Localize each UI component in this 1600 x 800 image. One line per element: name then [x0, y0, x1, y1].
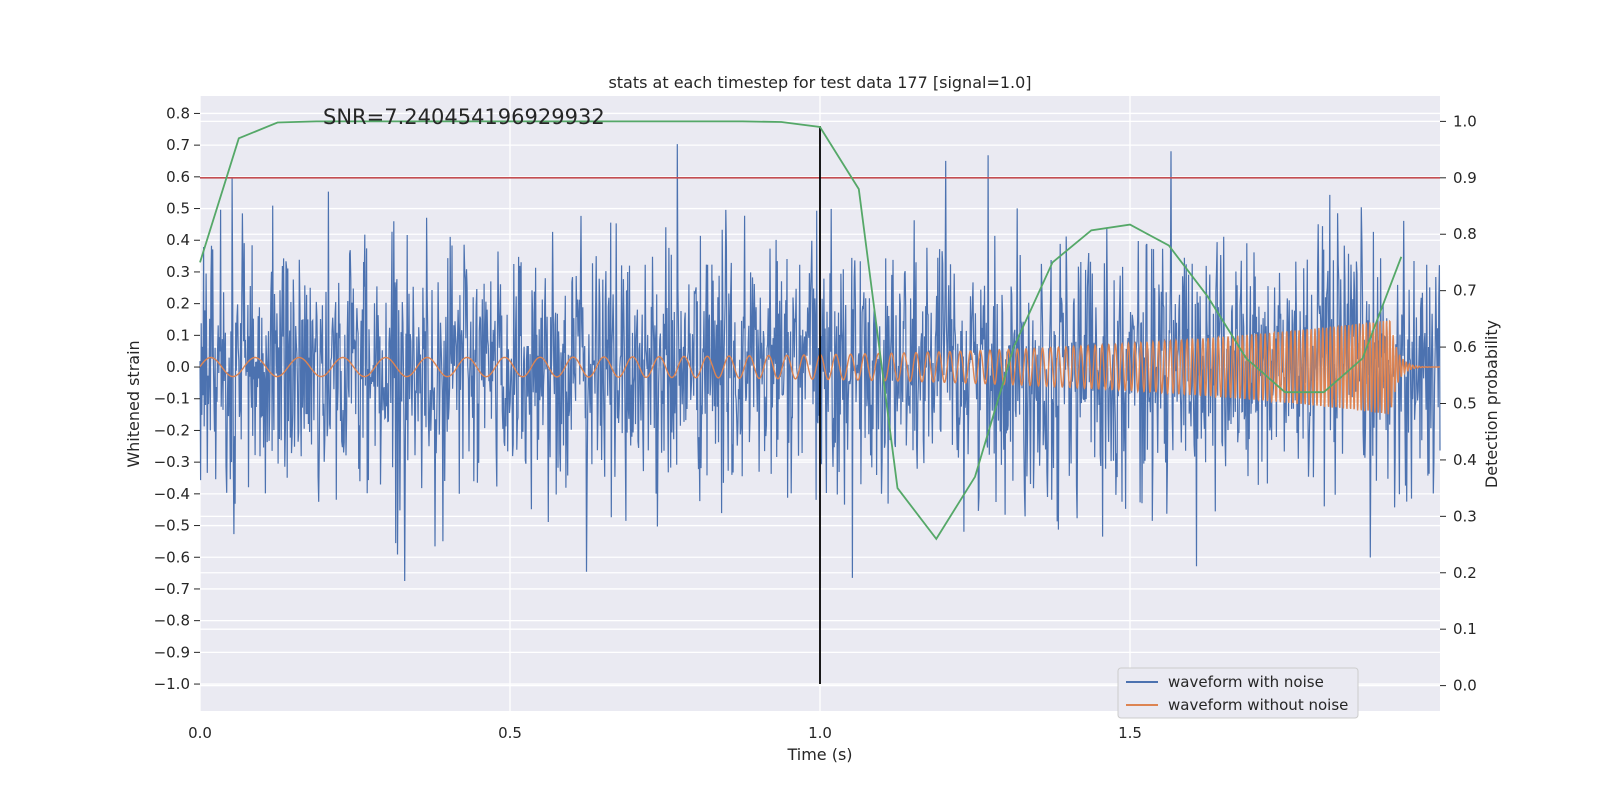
y-tick-label: 0.2 — [166, 295, 190, 313]
y-tick-label: −1.0 — [154, 675, 190, 693]
x-tick-label: 1.0 — [808, 724, 832, 742]
legend-box — [1117, 667, 1359, 719]
y2-tick-label: 0.9 — [1453, 169, 1477, 187]
y-tick-label: −0.4 — [154, 485, 190, 503]
y2-tick-label: 0.5 — [1453, 395, 1477, 413]
x-tick-label: 0.0 — [188, 724, 212, 742]
y-axis-label: Whitened strain — [124, 340, 143, 467]
y2-tick-label: 0.8 — [1453, 225, 1477, 243]
y2-tick-label: 1.0 — [1453, 112, 1477, 130]
y2-tick-label: 0.6 — [1453, 338, 1477, 356]
y-tick-label: −0.9 — [154, 643, 190, 661]
y-tick-label: 0.5 — [166, 200, 190, 218]
y-tick-label: −0.6 — [154, 548, 190, 566]
chart-title: stats at each timestep for test data 177… — [608, 73, 1031, 92]
ticks: 0.0 0.5 1.0 1.5 −1.0 −0.9 −0.8 −0.7 −0.6 −0.5 −0.4… — [154, 104, 1477, 742]
y-tick-label: 0.4 — [166, 231, 190, 249]
y-tick-label: 0.3 — [166, 263, 190, 281]
y-tick-label: 0.7 — [166, 136, 190, 154]
y-tick-label: 0.0 — [166, 358, 190, 376]
legend-label-clean: waveform without noise — [1168, 696, 1348, 714]
y2-tick-label: 0.2 — [1453, 564, 1477, 582]
y-tick-label: −0.2 — [154, 421, 190, 439]
y2-axis-label: Detection probability — [1482, 320, 1501, 488]
y2-tick-label: 0.4 — [1453, 451, 1477, 469]
y2-tick-label: 0.7 — [1453, 282, 1477, 300]
y-tick-label: −0.1 — [154, 390, 190, 408]
x-tick-label: 0.5 — [498, 724, 522, 742]
y-tick-label: 0.6 — [166, 168, 190, 186]
y-tick-label: 0.1 — [166, 326, 190, 344]
x-axis-label: Time (s) — [786, 745, 852, 764]
snr-annotation: SNR=7.240454196929932 — [323, 105, 605, 129]
y-tick-label: −0.7 — [154, 580, 190, 598]
y2-tick-label: 0.0 — [1453, 677, 1477, 695]
y-tick-label: −0.5 — [154, 517, 190, 535]
x-tick-label: 1.5 — [1118, 724, 1142, 742]
y-tick-label: −0.3 — [154, 453, 190, 471]
data-layer — [199, 120, 1441, 685]
y-tick-label: −0.8 — [154, 612, 190, 630]
series-detection-probability — [199, 120, 1403, 541]
y-tick-label: 0.8 — [166, 104, 190, 122]
legend-label-noise: waveform with noise — [1168, 673, 1324, 691]
y2-tick-label: 0.1 — [1453, 620, 1477, 638]
y2-tick-label: 0.3 — [1453, 507, 1477, 525]
legend: waveform with noise waveform without noi… — [1117, 667, 1359, 719]
